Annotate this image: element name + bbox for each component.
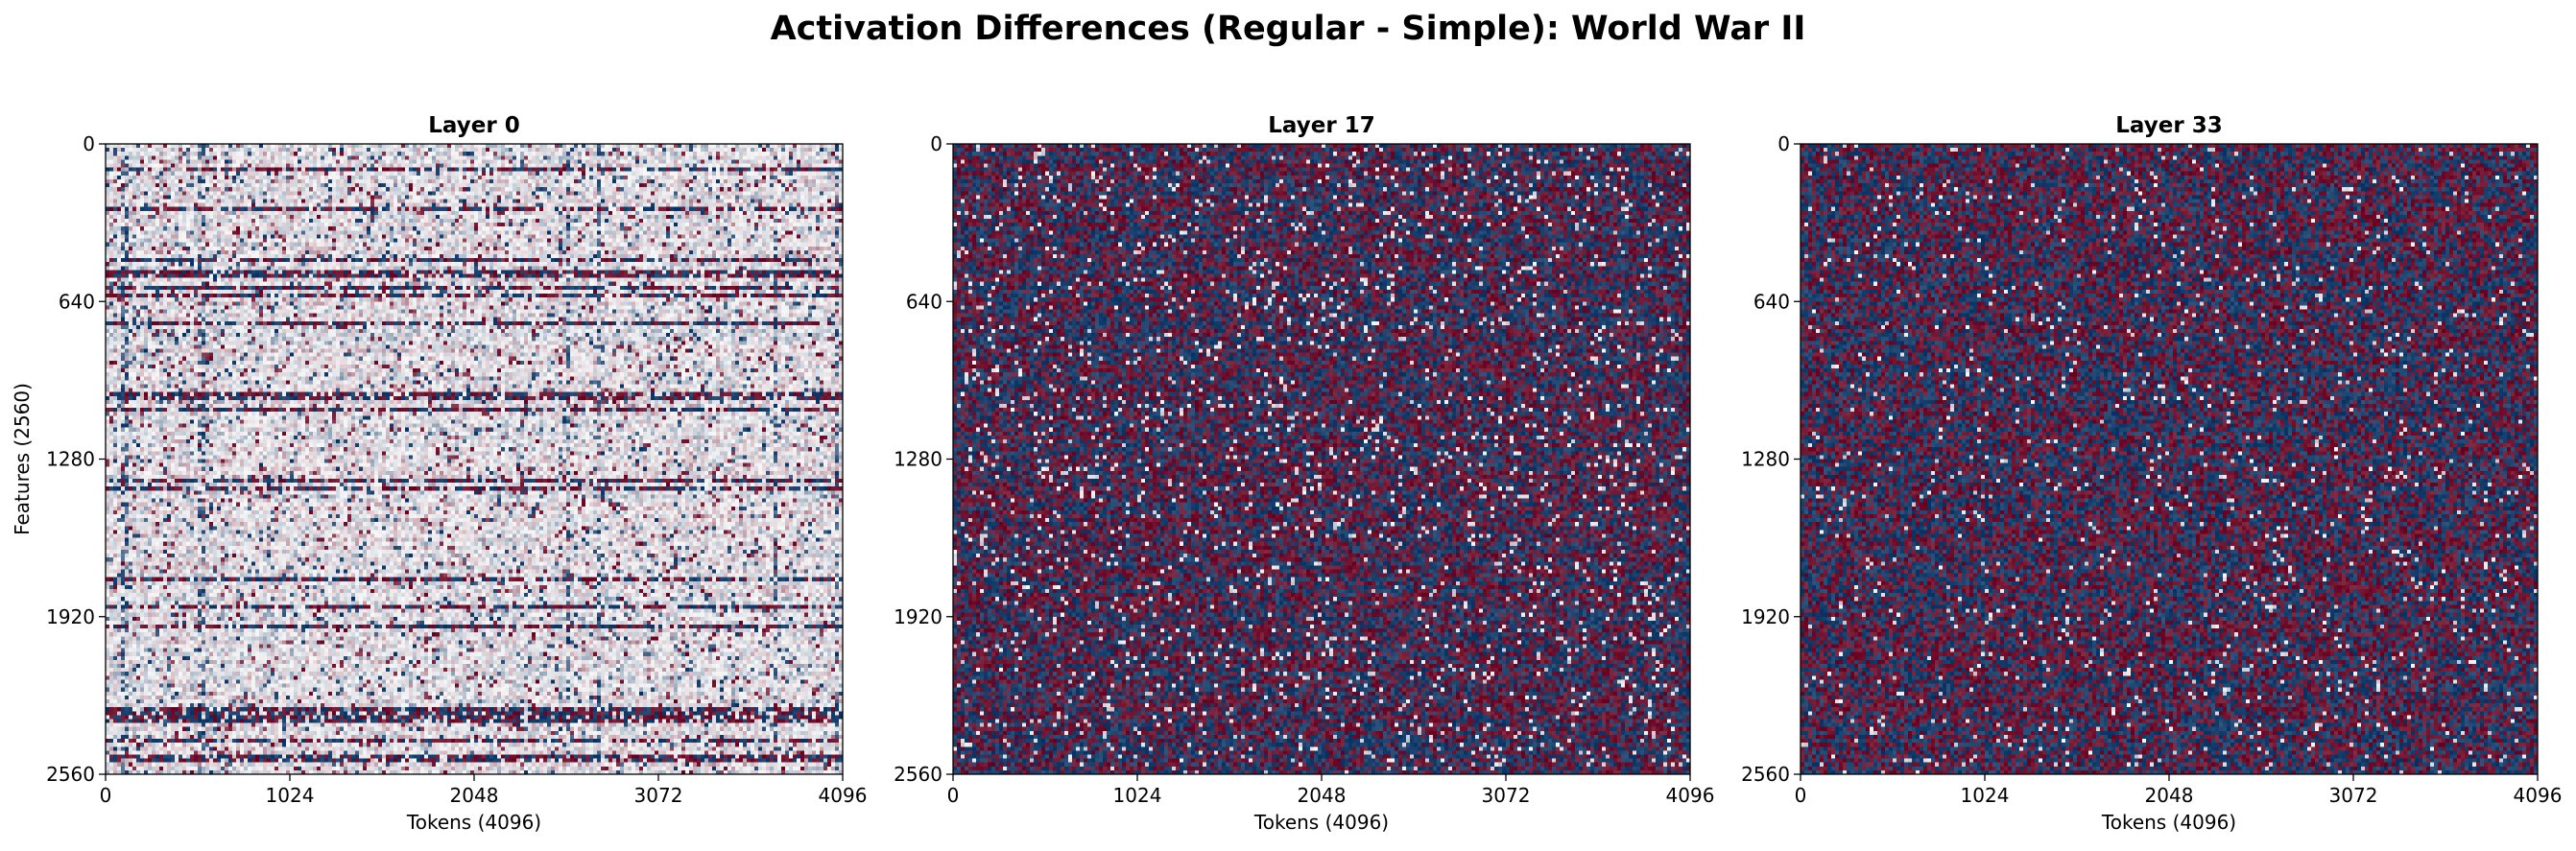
x-axis-label: Tokens (4096)	[2101, 811, 2236, 834]
figure-title: Activation Differences (Regular - Simple…	[771, 10, 1806, 48]
heatmap-panel-layer-0: Layer 0 0 1024 2048 3072 4096 0 640 1280 1920 2560…	[11, 113, 867, 834]
y-tick-label: 1920	[1741, 605, 1790, 628]
x-tick-label: 1024	[266, 784, 315, 807]
panel-title: Layer 0	[428, 113, 519, 138]
y-tick-label: 0	[83, 132, 95, 155]
y-tick-label: 2560	[46, 763, 95, 786]
heatmap-image	[106, 144, 843, 774]
panel-title: Layer 17	[1268, 113, 1374, 138]
y-tick-label: 640	[59, 290, 95, 313]
x-axis-label: Tokens (4096)	[1253, 811, 1389, 834]
x-tick-label: 4096	[2514, 784, 2563, 807]
x-tick-label: 0	[947, 784, 960, 807]
x-tick-label: 3072	[1482, 784, 1531, 807]
x-tick-label: 1024	[1961, 784, 2010, 807]
y-tick-label: 1280	[46, 448, 95, 471]
x-tick-label: 2048	[1298, 784, 1347, 807]
heatmap-panel-layer-2: Layer 33 0 1024 2048 3072 4096 0 640 1280 1920 256…	[1741, 113, 2562, 834]
panel-title: Layer 33	[2115, 113, 2222, 138]
y-tick-label: 1920	[46, 605, 95, 628]
heatmap-image	[953, 144, 1690, 774]
y-axis-label: Features (2560)	[11, 383, 34, 535]
y-tick-label: 640	[906, 290, 942, 313]
y-tick-label: 1920	[894, 605, 942, 628]
y-tick-label: 0	[930, 132, 942, 155]
y-tick-label: 640	[1753, 290, 1790, 313]
y-tick-label: 1280	[894, 448, 942, 471]
y-tick-label: 0	[1777, 132, 1790, 155]
x-tick-label: 2048	[2145, 784, 2194, 807]
y-tick-label: 2560	[1741, 763, 1790, 786]
x-tick-label: 4096	[1666, 784, 1715, 807]
y-tick-label: 2560	[894, 763, 942, 786]
x-tick-label: 2048	[450, 784, 499, 807]
x-tick-label: 4096	[819, 784, 868, 807]
x-tick-label: 3072	[634, 784, 683, 807]
x-tick-label: 3072	[2329, 784, 2378, 807]
y-tick-label: 1280	[1741, 448, 1790, 471]
heatmap-panels: Layer 0 0 1024 2048 3072 4096 0 640 1280 1920 2560…	[11, 113, 2562, 834]
x-tick-label: 1024	[1113, 784, 1162, 807]
heatmap-panel-layer-1: Layer 17 0 1024 2048 3072 4096 0 640 1280 1920 256…	[894, 113, 1714, 834]
x-axis-label: Tokens (4096)	[406, 811, 541, 834]
x-tick-label: 0	[100, 784, 112, 807]
x-tick-label: 0	[1795, 784, 1807, 807]
heatmap-image	[1801, 144, 2538, 774]
